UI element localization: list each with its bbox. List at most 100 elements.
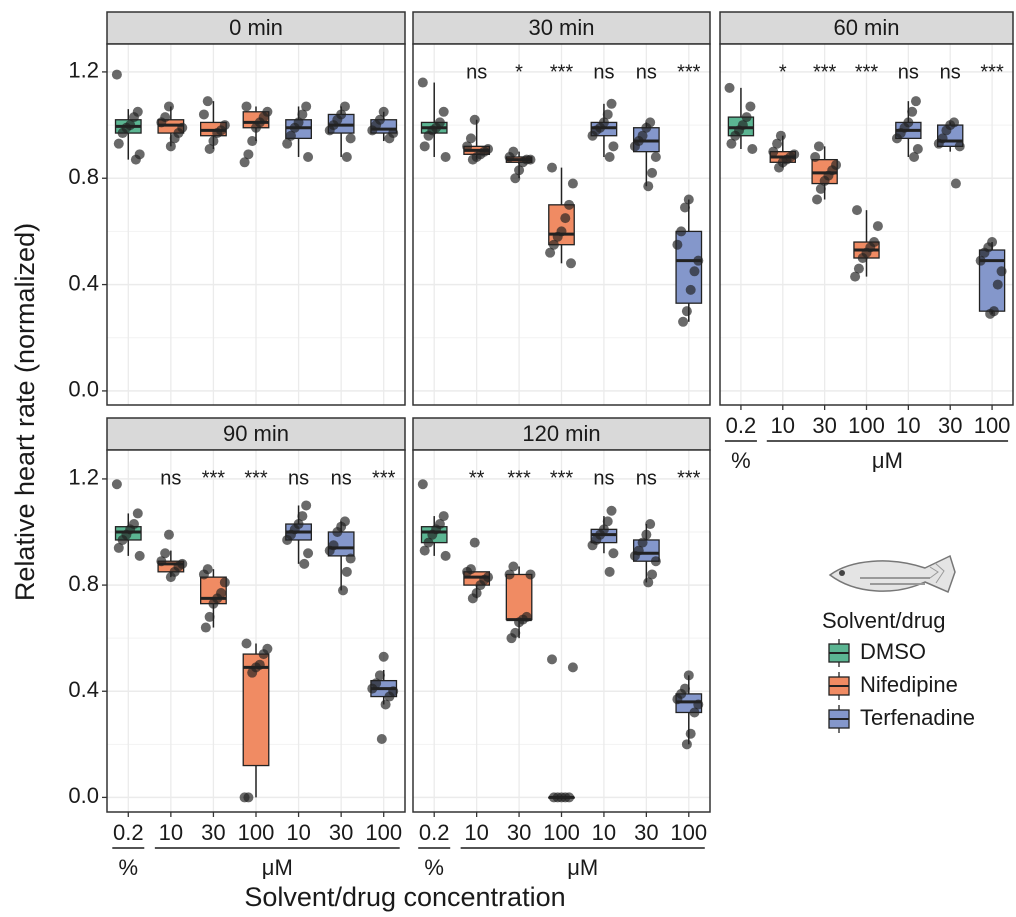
data-point xyxy=(117,128,128,139)
data-point xyxy=(693,699,704,710)
data-point xyxy=(419,545,430,556)
data-point xyxy=(506,633,517,644)
data-point xyxy=(504,151,515,162)
significance-label: ns xyxy=(466,61,487,83)
data-point xyxy=(643,181,654,192)
significance-label: *** xyxy=(677,61,701,83)
data-point xyxy=(815,183,826,194)
data-point xyxy=(208,136,219,147)
x-tick-label: 100 xyxy=(670,820,707,845)
data-point xyxy=(117,534,128,545)
group-label: μM xyxy=(262,855,293,880)
x-tick-label: 30 xyxy=(507,820,531,845)
data-point xyxy=(813,141,824,152)
data-point xyxy=(341,566,352,577)
data-point xyxy=(299,558,310,569)
x-tick-label: 10 xyxy=(286,820,310,845)
data-point xyxy=(773,162,784,173)
legend-label: Nifedipine xyxy=(860,672,958,697)
strip xyxy=(106,11,406,45)
data-point xyxy=(380,699,391,710)
data-point xyxy=(169,133,180,144)
significance-label: *** xyxy=(507,467,531,489)
data-point xyxy=(345,553,356,564)
data-point xyxy=(587,540,598,551)
x-tick-label: 10 xyxy=(464,820,488,845)
data-point xyxy=(301,500,312,511)
data-point xyxy=(954,141,965,152)
data-point xyxy=(645,519,656,530)
data-point xyxy=(324,545,335,556)
data-point xyxy=(985,308,996,319)
data-point xyxy=(647,167,658,178)
data-point xyxy=(872,221,883,232)
group-label: % xyxy=(424,855,444,880)
data-point xyxy=(423,130,434,141)
data-point xyxy=(338,585,349,596)
data-point xyxy=(423,537,434,548)
data-point xyxy=(508,561,519,572)
data-point xyxy=(345,133,356,144)
data-point xyxy=(564,199,575,210)
data-point xyxy=(547,162,557,173)
data-point xyxy=(208,598,219,609)
data-point xyxy=(419,141,430,152)
data-point xyxy=(647,569,658,580)
x-tick-label: 100 xyxy=(543,820,580,845)
data-point xyxy=(128,112,139,123)
panel-title: 120 min xyxy=(522,421,600,446)
y-tick-label: 0.8 xyxy=(68,571,99,596)
data-point xyxy=(241,101,252,112)
data-point xyxy=(417,479,428,490)
x-tick-label: 10 xyxy=(896,413,920,438)
data-point xyxy=(160,548,171,559)
data-point xyxy=(891,133,902,144)
data-point xyxy=(204,144,215,155)
data-point xyxy=(552,231,563,242)
data-point xyxy=(113,542,124,553)
significance-label: ns xyxy=(636,467,657,489)
group-label: μM xyxy=(872,448,903,473)
data-point xyxy=(689,266,700,277)
data-point xyxy=(950,178,961,189)
significance-label: ns xyxy=(636,61,657,83)
data-point xyxy=(909,151,920,162)
data-point xyxy=(251,122,261,133)
data-point xyxy=(285,130,296,141)
significance-label: ns xyxy=(160,467,181,489)
x-tick-label: 0.2 xyxy=(113,820,144,845)
data-point xyxy=(134,550,145,561)
data-point xyxy=(465,133,476,144)
data-point xyxy=(219,577,230,588)
significance-label: ns xyxy=(331,467,352,489)
data-point xyxy=(440,151,451,162)
significance-label: ns xyxy=(940,61,961,83)
strip xyxy=(412,11,711,45)
x-tick-label: 10 xyxy=(771,413,795,438)
x-tick-label: 30 xyxy=(812,413,836,438)
panel-title: 90 min xyxy=(223,421,289,446)
data-point xyxy=(678,316,689,327)
data-point xyxy=(819,175,830,186)
y-tick-label: 0.8 xyxy=(68,164,99,189)
data-point xyxy=(637,537,648,548)
data-point xyxy=(679,202,690,213)
significance-label: * xyxy=(515,61,523,83)
data-point xyxy=(685,284,696,295)
data-point xyxy=(567,178,578,189)
y-tick-label: 1.2 xyxy=(68,465,99,490)
data-point xyxy=(566,258,576,269)
data-point xyxy=(912,144,923,155)
data-point xyxy=(469,537,480,548)
data-point xyxy=(504,569,515,580)
significance-label: *** xyxy=(677,467,701,489)
x-tick-label: 30 xyxy=(201,820,225,845)
fish-icon xyxy=(828,554,956,594)
data-point xyxy=(163,529,174,540)
significance-label: * xyxy=(779,61,787,83)
x-tick-label: 10 xyxy=(159,820,183,845)
data-point xyxy=(643,577,654,588)
data-point xyxy=(604,151,615,162)
data-point xyxy=(629,141,640,152)
